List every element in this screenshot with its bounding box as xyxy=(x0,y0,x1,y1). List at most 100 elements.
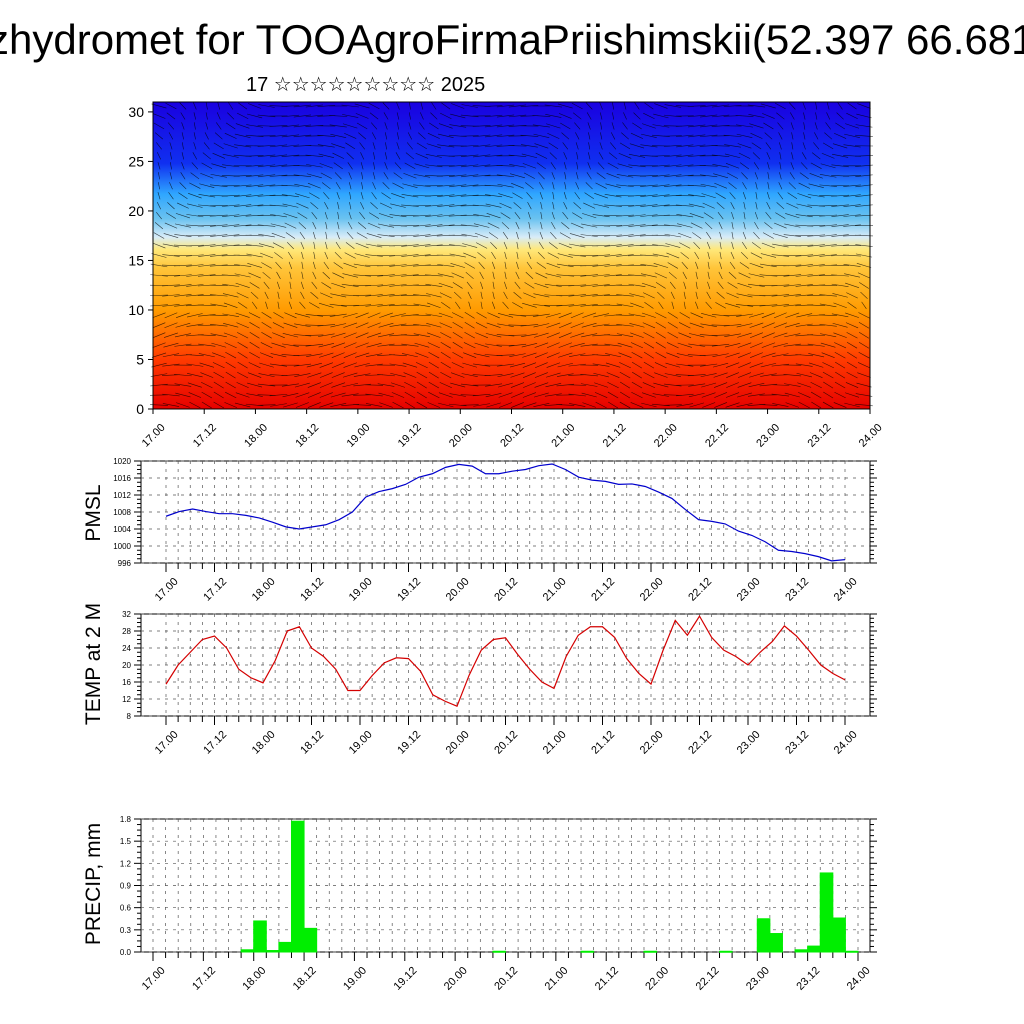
wind-barb xyxy=(174,383,192,387)
wind-barb xyxy=(413,184,431,187)
wind-barb xyxy=(192,152,198,160)
wind-barb xyxy=(261,332,272,339)
wind-barb xyxy=(412,314,431,316)
wind-barb xyxy=(653,263,669,268)
precip-bar xyxy=(794,949,809,953)
wind-barb xyxy=(546,262,561,269)
wind-barb xyxy=(157,152,161,160)
wind-barb xyxy=(473,214,491,218)
wind-barb xyxy=(476,312,487,319)
precip-bar xyxy=(756,918,771,953)
wind-barb xyxy=(323,261,329,270)
wind-barb xyxy=(825,122,831,130)
wind-barb xyxy=(451,272,464,279)
wind-barb xyxy=(619,362,631,369)
wind-barb xyxy=(724,343,741,348)
x-tick-label: 23.12 xyxy=(783,576,811,604)
wind-barb xyxy=(736,313,753,317)
wind-barb xyxy=(689,402,705,408)
wind-barb xyxy=(234,133,251,139)
wind-barb xyxy=(212,352,226,358)
wind-barb xyxy=(676,353,693,358)
wind-barb xyxy=(210,173,227,178)
wind-barb xyxy=(225,122,236,130)
wind-barb xyxy=(652,204,670,207)
wind-barb xyxy=(798,401,810,409)
x-tick-label: 23.12 xyxy=(806,422,834,450)
wind-barb xyxy=(310,202,319,210)
wind-barb xyxy=(826,112,831,120)
wind-barb xyxy=(461,233,478,238)
wind-barb xyxy=(369,212,380,219)
wind-barb xyxy=(389,363,407,367)
wind-barb xyxy=(724,144,741,148)
wind-barb xyxy=(717,212,724,220)
wind-barb xyxy=(438,392,453,398)
wind-barb xyxy=(723,324,742,327)
wind-barb xyxy=(463,352,477,358)
wind-barb xyxy=(360,162,364,170)
wind-barb xyxy=(502,231,509,240)
y-tick-label: 1016 xyxy=(113,474,131,483)
wind-barb xyxy=(693,241,701,250)
wind-barb xyxy=(344,132,357,139)
x-tick-label: 22.00 xyxy=(638,576,666,604)
wind-barb xyxy=(246,124,263,128)
y-axis-label: TEMP at 2 M xyxy=(82,603,105,725)
wind-barb xyxy=(703,212,714,219)
wind-barb xyxy=(395,152,401,160)
wind-barb xyxy=(503,291,508,300)
wind-barb xyxy=(664,154,682,158)
wind-barb xyxy=(299,231,306,240)
wind-barb xyxy=(484,154,503,157)
wind-barb xyxy=(683,281,687,290)
wind-barb xyxy=(355,342,369,348)
wind-barb xyxy=(569,233,585,238)
x-tick-label: 20.12 xyxy=(492,965,520,993)
wind-barb xyxy=(803,122,806,130)
wind-barb xyxy=(497,323,514,328)
wind-barb xyxy=(205,102,208,110)
wind-barb xyxy=(790,162,795,170)
wind-barb xyxy=(165,212,176,219)
wind-barb xyxy=(473,363,491,367)
wind-barb xyxy=(536,262,547,269)
wind-barb xyxy=(210,184,228,187)
wind-barb xyxy=(502,301,509,309)
wind-barb xyxy=(286,241,294,250)
wind-barb xyxy=(269,134,288,138)
wind-barb xyxy=(568,254,586,257)
wind-barb xyxy=(631,391,643,399)
wind-barb xyxy=(269,164,288,168)
wind-barb xyxy=(754,221,759,230)
wind-barb xyxy=(731,241,734,250)
wind-barb xyxy=(222,214,240,217)
wind-barb xyxy=(643,332,655,339)
wind-barb xyxy=(765,142,772,150)
wind-barb xyxy=(688,343,706,347)
wind-barb xyxy=(525,182,534,190)
wind-barb xyxy=(393,172,403,180)
wind-barb xyxy=(546,362,561,368)
y-tick-label: 0 xyxy=(136,401,144,417)
y-tick-label: 0.9 xyxy=(120,882,132,891)
x-tick-label: 17.00 xyxy=(153,729,181,757)
wind-barb xyxy=(175,213,190,219)
wind-barb xyxy=(551,221,556,230)
wind-barb xyxy=(179,102,187,110)
wind-barb xyxy=(367,222,381,229)
wind-barb xyxy=(520,104,539,108)
wind-barb xyxy=(580,343,598,347)
wind-barb xyxy=(687,114,706,118)
wind-barb xyxy=(508,324,527,326)
wind-barb xyxy=(488,232,499,239)
x-tick-label: 23.00 xyxy=(735,729,763,757)
wind-barb xyxy=(384,152,388,160)
wind-barb xyxy=(629,143,645,149)
wind-barb xyxy=(295,392,310,398)
wind-barb xyxy=(762,322,775,329)
wind-barb xyxy=(441,301,451,309)
wind-barb xyxy=(604,304,623,306)
wind-barb xyxy=(702,202,715,209)
wind-barb xyxy=(281,124,300,128)
